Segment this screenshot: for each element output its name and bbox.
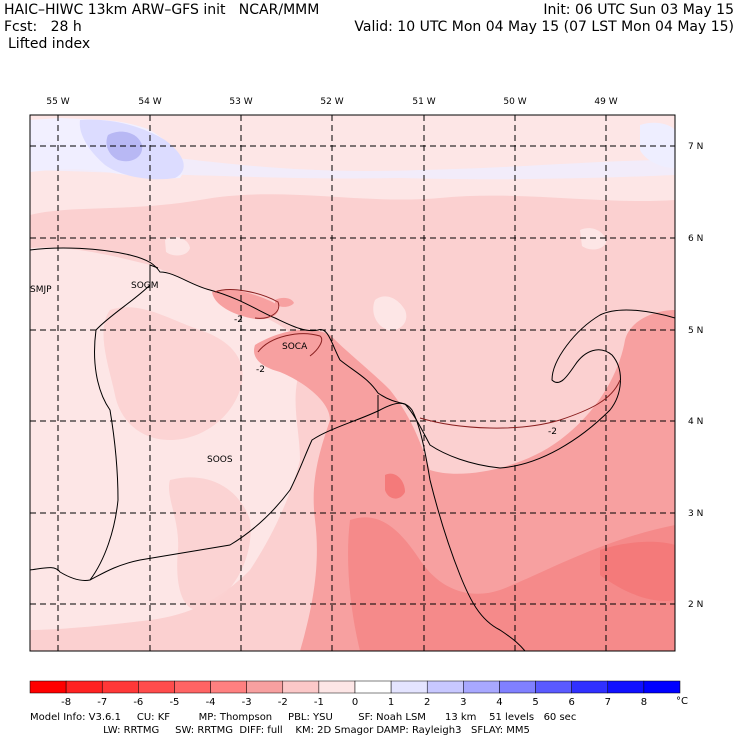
lat-label: 3 N [688, 509, 703, 519]
colorbar-tick-label: 4 [496, 697, 502, 708]
lat-label: 4 N [688, 417, 703, 427]
lon-label: 49 W [594, 97, 617, 107]
map-frame [29, 114, 676, 652]
colorbar-swatch [643, 680, 681, 694]
colorbar-swatch [607, 680, 645, 694]
contour-label: -2 [548, 427, 557, 437]
lat-label: 5 N [688, 326, 703, 336]
colorbar-swatch [282, 680, 320, 694]
lon-label: 55 W [46, 97, 69, 107]
colorbar-tick-label: 2 [424, 697, 430, 708]
colorbar-swatch [210, 680, 247, 694]
lon-label: 51 W [412, 97, 435, 107]
lat-lon-grid [30, 115, 675, 651]
colorbar-swatch [29, 680, 67, 694]
lon-label: 54 W [138, 97, 161, 107]
lat-label: 2 N [688, 600, 703, 610]
lat-label: 6 N [688, 234, 703, 244]
colorbar-tick-label: 1 [388, 697, 394, 708]
colorbar-tick-label: 3 [460, 697, 466, 708]
colorbar-swatch [138, 680, 175, 694]
colorbar-tick-label: -3 [242, 697, 252, 708]
colorbar-swatch [535, 680, 572, 694]
model-info-line2: LW: RRTMG SW: RRTMG DIFF: full KM: 2D Sm… [30, 725, 530, 736]
model-info-line1: Model Info: V3.6.1 CU: KF MP: Thompson P… [30, 712, 577, 723]
colorbar-tick-label: -8 [61, 697, 71, 708]
station-label: SMJP [30, 285, 52, 295]
station-label: SOOS [207, 455, 233, 465]
colorbar-tick-label: -4 [206, 697, 216, 708]
lifted-index-field [30, 115, 675, 651]
field-name: Lifted index [8, 36, 91, 52]
forecast-hour: Fcst: 28 h [4, 19, 82, 35]
lon-label: 50 W [503, 97, 526, 107]
colorbar-tick-label: 5 [532, 697, 538, 708]
colorbar-swatch [426, 680, 464, 694]
colorbar-tick-label: -5 [169, 697, 179, 708]
latitude-labels: 7 N 6 N 5 N 4 N 3 N 2 N [688, 142, 703, 610]
contour-lines [214, 289, 621, 429]
colorbar-tick-label: 6 [568, 697, 574, 708]
coastline-borders [30, 247, 675, 651]
colorbar-tick-label: -6 [133, 697, 143, 708]
colorbar: -8 -7 -6 -5 -4 -3 -2 -1 0 1 2 3 4 5 6 7 8 [29, 680, 681, 708]
colorbar-swatch [390, 680, 428, 694]
colorbar-swatch [571, 680, 609, 694]
lon-label: 52 W [320, 97, 343, 107]
colorbar-tick-label: 0 [352, 697, 358, 708]
lon-label: 53 W [229, 97, 252, 107]
init-time: Init: 06 UTC Sun 03 May 15 [543, 2, 734, 18]
colorbar-tick-label: 8 [641, 697, 647, 708]
contour-label: -2 [256, 365, 265, 375]
colorbar-swatch [101, 680, 139, 694]
longitude-labels: 55 W 54 W 53 W 52 W 51 W 50 W 49 W [46, 97, 617, 107]
colorbar-tick-label: -1 [314, 697, 324, 708]
colorbar-swatch [246, 680, 284, 694]
colorbar-swatch [499, 680, 536, 694]
colorbar-swatch [65, 680, 103, 694]
colorbar-tick-label: -2 [278, 697, 288, 708]
station-label: SOGM [131, 281, 159, 291]
lat-label: 7 N [688, 142, 703, 152]
colorbar-swatch [174, 680, 211, 694]
colorbar-tick-label: -7 [97, 697, 107, 708]
contour-label: -2 [234, 315, 243, 325]
colorbar-swatch [463, 680, 500, 694]
colorbar-unit: °C [676, 696, 688, 707]
valid-time: Valid: 10 UTC Mon 04 May 15 (07 LST Mon … [354, 19, 734, 35]
colorbar-swatch [318, 680, 356, 694]
model-title: HAIC–HIWC 13km ARW–GFS init NCAR/MMM [4, 2, 320, 18]
station-label: SOCA [282, 342, 308, 352]
colorbar-swatch [354, 680, 392, 694]
colorbar-tick-label: 7 [605, 697, 611, 708]
